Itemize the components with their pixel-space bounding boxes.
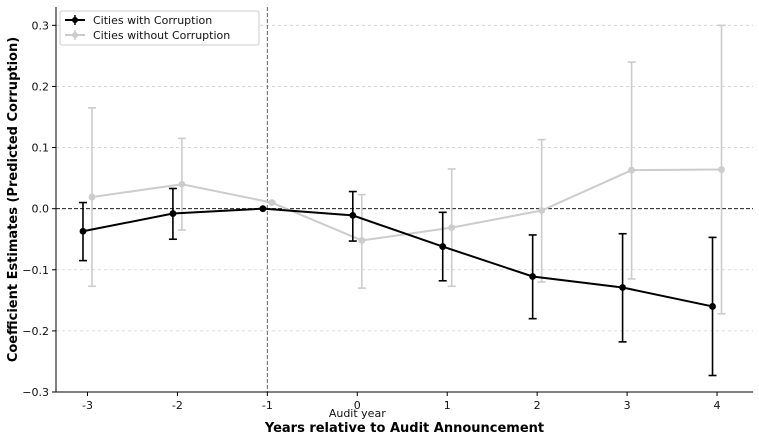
legend-entry-0: Cities with Corruption — [65, 14, 212, 27]
legend: Cities with Corruption Cities without Cor… — [59, 10, 260, 46]
y-tick-label: 0.2 — [32, 80, 50, 93]
x-tick-label: -3 — [82, 399, 93, 412]
data-point — [439, 243, 447, 250]
data-point — [448, 224, 456, 232]
data-point — [718, 166, 725, 173]
y-tick-label: −0.3 — [22, 386, 49, 399]
y-tick-label: −0.2 — [22, 325, 49, 338]
x-tick-label: -2 — [172, 399, 183, 412]
legend-marker — [72, 17, 78, 23]
series-layer — [78, 24, 726, 377]
data-point — [628, 166, 635, 174]
x-tick-label: -1 — [262, 399, 273, 412]
data-point — [259, 205, 267, 213]
legend-label: Cities with Corruption — [93, 14, 212, 27]
x-tick-label: 4 — [714, 399, 721, 412]
data-point — [538, 207, 546, 214]
audit-year-annotation: Audit year — [329, 407, 386, 420]
series-line — [91, 168, 722, 242]
data-point — [169, 210, 177, 217]
data-point — [358, 237, 366, 244]
axes-layer: −0.3 −0.2 −0.1 0.0 0.1 0.2 0.3 -3 -2 -1 0 1 2 3 4 — [22, 7, 753, 412]
data-point — [88, 193, 96, 201]
x-tick-label: 2 — [534, 399, 541, 412]
reference-lines — [56, 7, 753, 392]
y-tick-label: 0.1 — [32, 142, 50, 155]
data-point — [529, 273, 537, 280]
y-tick-label: −0.1 — [22, 264, 49, 277]
x-tick-label: 3 — [624, 399, 631, 412]
y-tick-label: 0.0 — [32, 203, 50, 216]
series-0 — [78, 187, 717, 377]
legend-label: Cities without Corruption — [93, 29, 230, 42]
data-point — [178, 180, 186, 188]
x-tick-label: 1 — [444, 399, 451, 412]
data-point — [349, 211, 357, 219]
data-point — [79, 227, 87, 235]
x-tick-label: 0 — [354, 399, 361, 412]
series-1 — [87, 24, 726, 315]
data-point — [268, 199, 276, 206]
data-point — [709, 303, 716, 310]
legend-box — [59, 10, 260, 46]
y-tick-label: 0.3 — [32, 19, 50, 32]
series-line — [82, 207, 713, 308]
data-point — [619, 284, 626, 291]
legend-marker — [72, 32, 78, 38]
legend-entry-1: Cities without Corruption — [65, 29, 230, 42]
x-axis-label: Years relative to Audit Announcement — [264, 421, 544, 436]
y-axis-label: Coefficient Estimates (Predicted Corrupt… — [6, 37, 21, 362]
